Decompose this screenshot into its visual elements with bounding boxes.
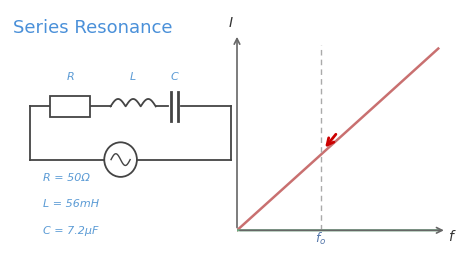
Text: R = 50Ω: R = 50Ω (43, 173, 90, 183)
Text: R: R (66, 72, 74, 82)
Polygon shape (50, 96, 91, 117)
Text: I: I (228, 16, 233, 30)
Text: Series Resonance: Series Resonance (12, 19, 172, 37)
Text: f: f (448, 230, 453, 244)
Circle shape (104, 142, 137, 177)
Text: C: C (171, 72, 179, 82)
Text: L = 56mH: L = 56mH (43, 200, 99, 210)
Text: C = 7.2μF: C = 7.2μF (43, 226, 98, 236)
Text: $f_o$: $f_o$ (315, 231, 327, 247)
Text: L: L (130, 72, 136, 82)
